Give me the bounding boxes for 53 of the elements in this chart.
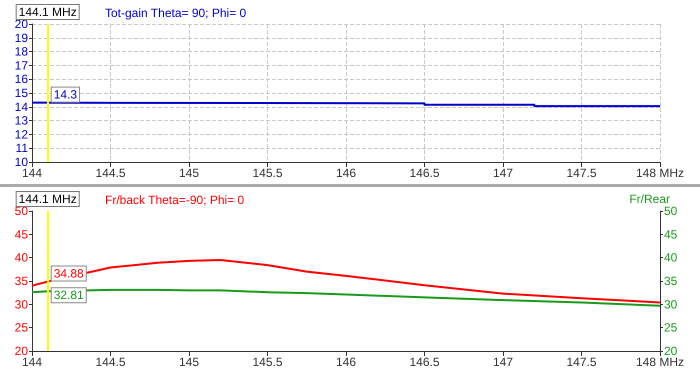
y2-tick-label: 30 — [664, 297, 678, 312]
line-series — [31, 288, 661, 307]
chart-title: Tot-gain Theta= 90; Phi= 0 — [105, 6, 247, 20]
y-tick-label: 40 — [14, 250, 28, 265]
x-tick-label: 147 — [492, 355, 514, 369]
y-tick-label: 50 — [14, 204, 28, 218]
y-tick-label: 12 — [14, 127, 28, 142]
y2-tick-label: 50 — [664, 204, 678, 218]
x-tick-label: 144 — [22, 166, 42, 180]
y2-tick-label: 40 — [664, 250, 678, 265]
x-tick-label: 148 MHz — [636, 166, 684, 180]
y-tick-label: 20 — [14, 344, 28, 358]
x-tick-label: 144.5 — [95, 355, 126, 369]
y2-tick-label: 35 — [664, 274, 678, 288]
x-tick-label: 145.5 — [252, 166, 283, 180]
x-tick-label: 147 — [492, 166, 514, 180]
line-series — [31, 259, 661, 304]
y2-tick-label: 25 — [664, 320, 678, 335]
x-tick-label: 145 — [178, 166, 200, 180]
y-tick-label: 20 — [14, 17, 28, 31]
x-tick-label: 147.5 — [566, 355, 597, 369]
x-tick-label: 145 — [178, 355, 200, 369]
x-tick-label: 146 — [336, 355, 356, 369]
y-tick-label: 14 — [14, 100, 28, 114]
y2-tick-label: 20 — [664, 344, 678, 358]
ref-line-label: 144.1 MHz — [18, 192, 77, 206]
y2-tick-label: 45 — [664, 227, 678, 242]
x-tick-label: 145.5 — [252, 355, 283, 369]
x-tick-label: 144.5 — [95, 166, 126, 180]
x-tick-label: 146.5 — [409, 166, 440, 180]
y-tick-label: 25 — [14, 320, 28, 335]
y-tick-label: 45 — [14, 227, 28, 242]
x-tick-label: 144 — [22, 355, 42, 369]
y-tick-label: 10 — [14, 155, 28, 169]
annotation: 32.81 — [54, 288, 84, 302]
y-tick-label: 16 — [14, 72, 28, 86]
y-tick-label: 17 — [14, 58, 28, 72]
x-tick-label: 146.5 — [409, 355, 440, 369]
annotation: 14.3 — [54, 88, 78, 102]
chart-title: Fr/back Theta=-90; Phi= 0 — [105, 193, 245, 207]
x-tick-label: 146 — [336, 166, 356, 180]
y-tick-label: 11 — [16, 141, 28, 156]
x-tick-label: 148 MHz — [636, 355, 684, 369]
y-tick-label: 18 — [14, 44, 28, 59]
y-tick-label: 15 — [14, 86, 28, 100]
ref-line-label: 144.1 MHz — [18, 5, 77, 19]
y2-axis-title: Fr/Rear — [629, 192, 670, 206]
y-tick-label: 19 — [14, 30, 28, 45]
x-tick-label: 147.5 — [566, 166, 597, 180]
annotation: 34.88 — [54, 266, 84, 281]
y-tick-label: 13 — [14, 114, 28, 128]
y-tick-label: 30 — [14, 297, 28, 312]
y-tick-label: 35 — [14, 274, 28, 288]
